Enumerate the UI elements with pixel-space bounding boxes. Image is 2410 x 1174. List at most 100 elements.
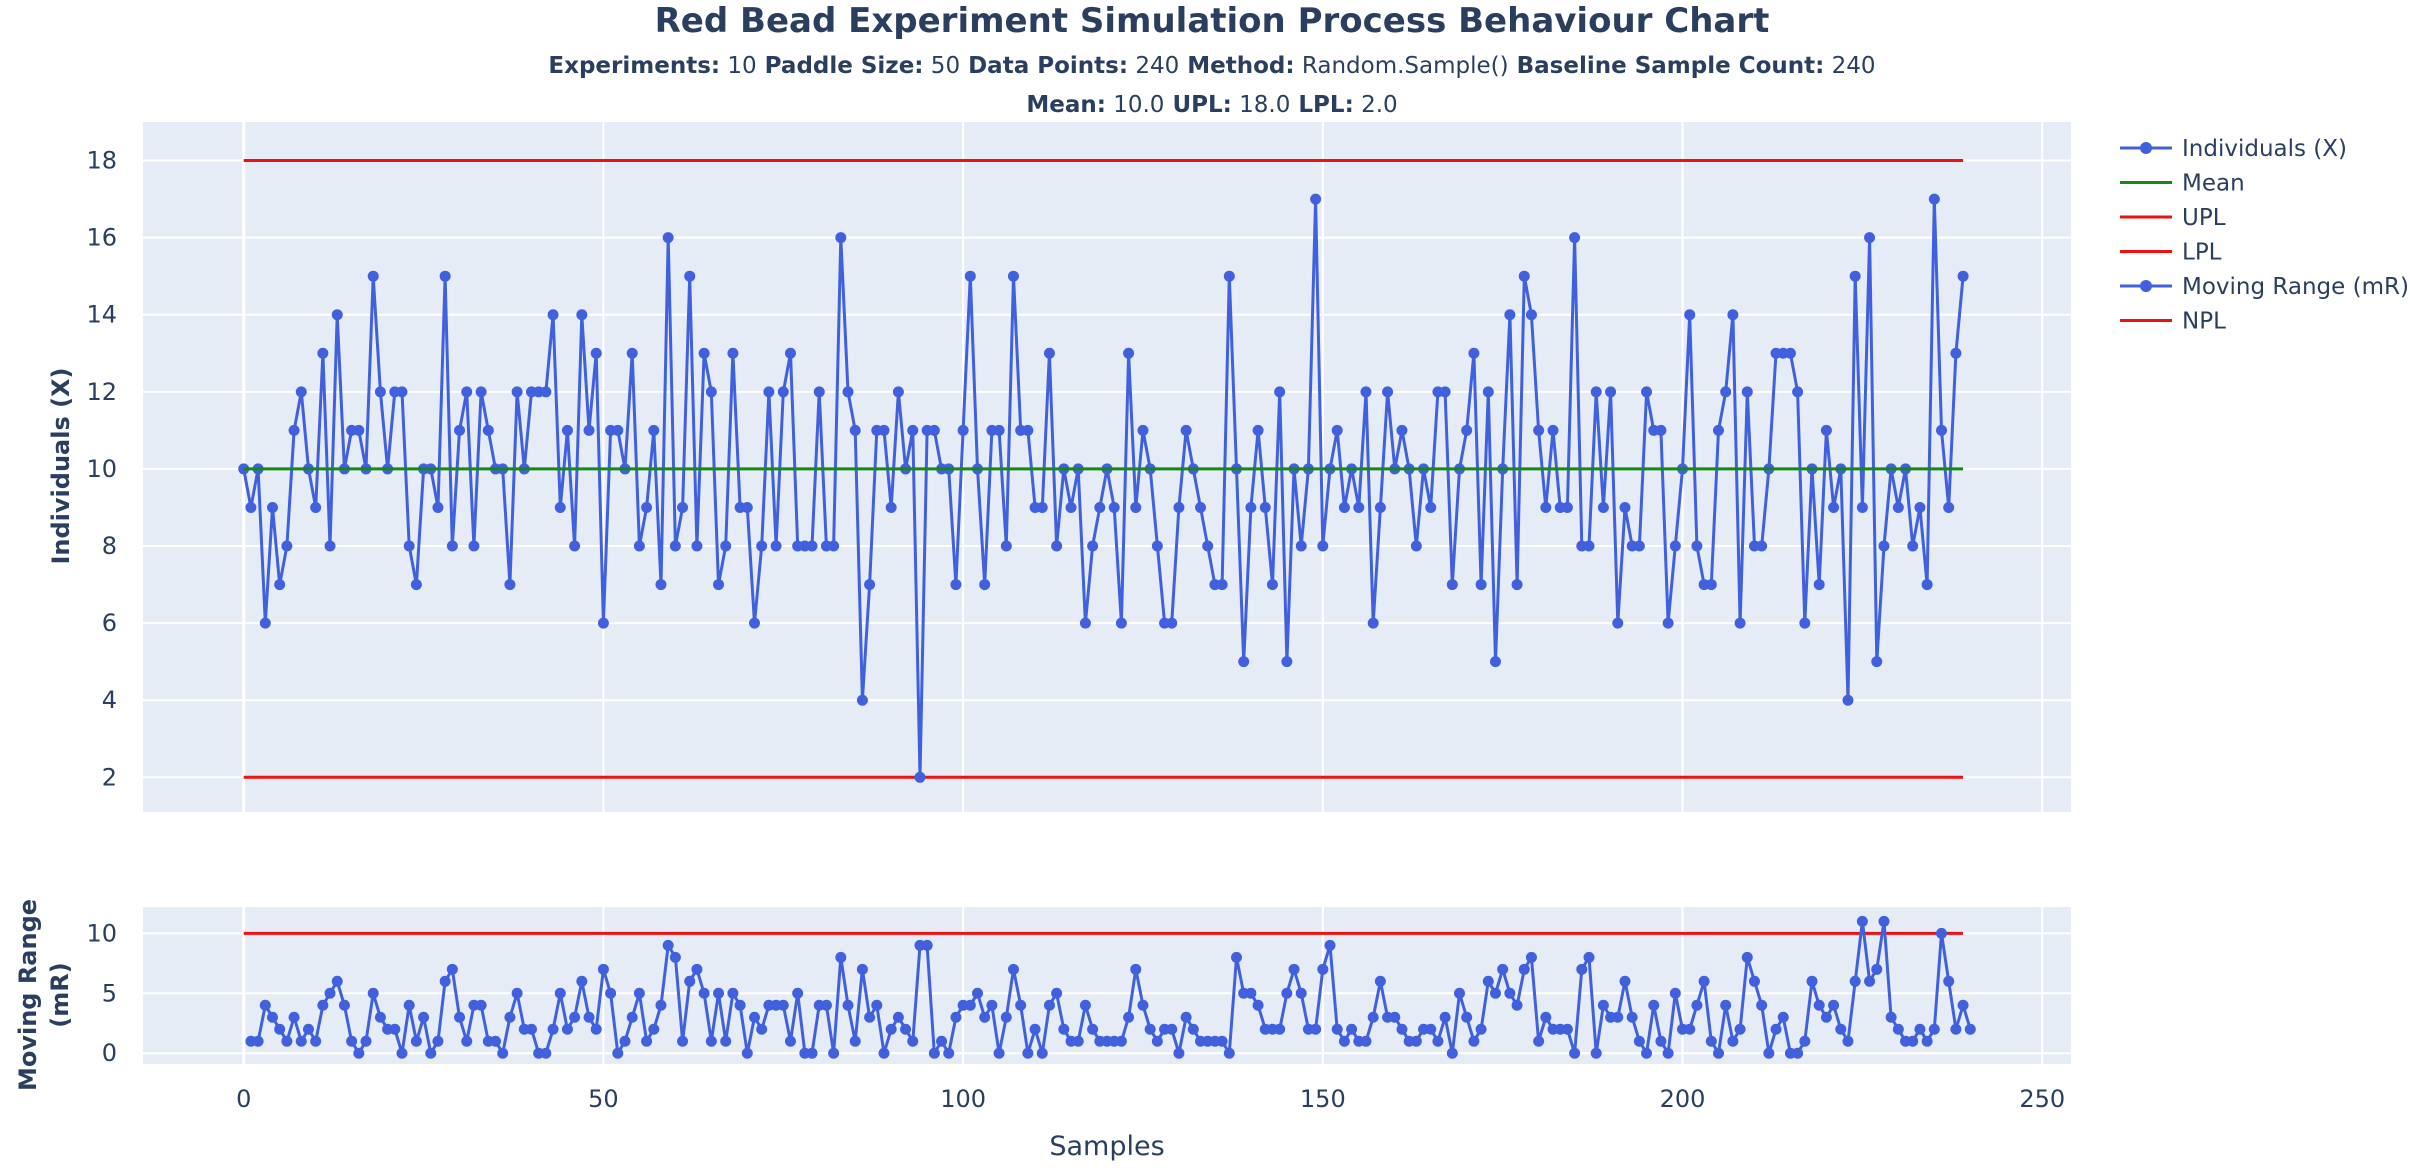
individuals-point: [684, 270, 696, 282]
moving-range-point: [1950, 1023, 1962, 1035]
moving-range-y-tick-label: 0: [102, 1039, 117, 1067]
individuals-y-tick-label: 10: [86, 455, 117, 483]
moving-range-point: [1338, 1035, 1350, 1047]
moving-range-point: [1396, 1023, 1408, 1035]
individuals-point: [432, 501, 444, 513]
moving-range-point: [1936, 927, 1948, 939]
individuals-point: [1079, 617, 1091, 629]
moving-range-point: [820, 999, 832, 1011]
individuals-point: [1799, 617, 1811, 629]
individuals-point: [454, 424, 466, 436]
individuals-point: [1907, 540, 1919, 552]
subtitle-label: Experiments:: [548, 53, 720, 79]
individuals-point: [1259, 501, 1271, 513]
moving-range-point: [583, 1011, 595, 1023]
individuals-point: [461, 386, 473, 398]
legend-marker: [2140, 142, 2152, 154]
moving-range-point: [1144, 1023, 1156, 1035]
moving-range-point: [597, 963, 609, 975]
individuals-point: [1734, 617, 1746, 629]
moving-range-point: [1828, 999, 1840, 1011]
moving-range-point: [885, 1023, 897, 1035]
individuals-point: [705, 386, 717, 398]
legend-marker: [2140, 280, 2152, 292]
moving-range-point: [1878, 915, 1890, 927]
moving-range-point: [266, 1011, 278, 1023]
individuals-point: [1612, 617, 1624, 629]
individuals-point: [1223, 270, 1235, 282]
individuals-point: [677, 501, 689, 513]
moving-range-point: [288, 1011, 300, 1023]
individuals-point: [1950, 347, 1962, 359]
moving-range-point: [454, 1011, 466, 1023]
individuals-point: [1295, 540, 1307, 552]
individuals-point: [720, 540, 732, 552]
moving-range-point: [1871, 963, 1883, 975]
individuals-point: [1655, 424, 1667, 436]
individuals-point: [317, 347, 329, 359]
individuals-point: [1561, 501, 1573, 513]
moving-range-point: [972, 987, 984, 999]
individuals-point: [245, 501, 257, 513]
individuals-point: [561, 424, 573, 436]
moving-range-point: [324, 987, 336, 999]
subtitle-label: LPL:: [1290, 92, 1353, 118]
individuals-line: [242, 197, 1965, 779]
individuals-point: [1238, 656, 1250, 668]
moving-range-point: [835, 951, 847, 963]
moving-range-point: [1648, 999, 1660, 1011]
moving-range-point: [1281, 987, 1293, 999]
individuals-point: [396, 386, 408, 398]
moving-range-point: [525, 1023, 537, 1035]
moving-range-point: [561, 1023, 573, 1035]
moving-range-point: [576, 975, 588, 987]
individuals-point: [1022, 424, 1034, 436]
moving-range-point: [1137, 999, 1149, 1011]
individuals-point: [1705, 579, 1717, 591]
moving-range-point: [936, 1035, 948, 1047]
individuals-point: [864, 579, 876, 591]
individuals-point: [266, 501, 278, 513]
moving-range-point: [943, 1047, 955, 1059]
individuals-point: [1720, 386, 1732, 398]
individuals-point: [1957, 270, 1969, 282]
moving-range-point: [1849, 975, 1861, 987]
individuals-point: [540, 386, 552, 398]
moving-range-point: [1295, 987, 1307, 999]
individuals-point: [1504, 309, 1516, 321]
moving-range-point: [669, 951, 681, 963]
individuals-point: [1641, 386, 1653, 398]
individuals-y-tick-label: 12: [86, 378, 117, 406]
moving-range-point: [1540, 1011, 1552, 1023]
moving-range-point: [1655, 1035, 1667, 1047]
moving-range-point: [964, 999, 976, 1011]
moving-range-point: [1310, 1023, 1322, 1035]
moving-range-point: [878, 1047, 890, 1059]
legend-item: Moving Range (mR): [2120, 274, 2409, 300]
individuals-point: [1784, 347, 1796, 359]
individuals-point: [1374, 501, 1386, 513]
moving-range-point: [1842, 1035, 1854, 1047]
moving-range-point: [360, 1035, 372, 1047]
moving-range-point: [1928, 1023, 1940, 1035]
moving-range-point: [1288, 963, 1300, 975]
moving-range-point: [648, 1023, 660, 1035]
chart-title: Red Bead Experiment Simulation Process B…: [655, 1, 1770, 41]
moving-range-point: [1964, 1023, 1976, 1035]
moving-range-point: [691, 963, 703, 975]
individuals-point: [590, 347, 602, 359]
individuals-point: [1353, 501, 1365, 513]
moving-range-point: [1468, 1035, 1480, 1047]
moving-range-point: [1792, 1047, 1804, 1059]
individuals-point: [1173, 501, 1185, 513]
moving-range-point: [1748, 975, 1760, 987]
x-tick-label: 150: [1300, 1085, 1346, 1113]
individuals-point: [907, 424, 919, 436]
subtitle-value: Random.Sample(): [1295, 53, 1509, 79]
individuals-point: [446, 540, 458, 552]
moving-range-point: [310, 1035, 322, 1047]
moving-range-point: [281, 1035, 293, 1047]
moving-range-point: [612, 1047, 624, 1059]
individuals-point: [281, 540, 293, 552]
moving-range-point: [1525, 951, 1537, 963]
